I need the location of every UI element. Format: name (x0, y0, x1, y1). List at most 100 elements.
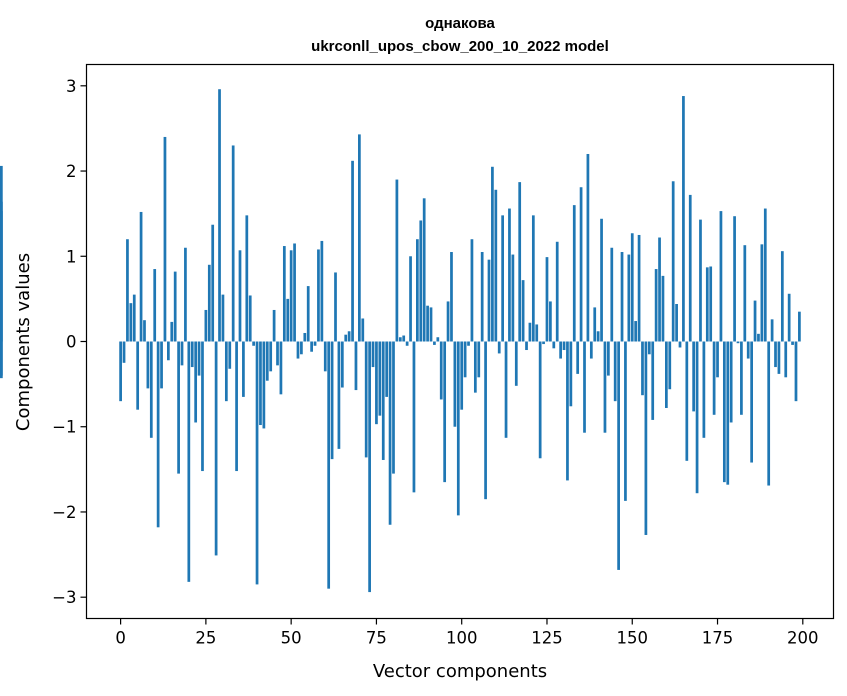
bar (242, 341, 245, 397)
bar (221, 294, 225, 342)
bar (313, 341, 317, 346)
bar (310, 341, 313, 352)
bar (624, 341, 627, 501)
bar (774, 341, 777, 368)
bar (317, 249, 320, 342)
bar (583, 341, 586, 433)
bar (269, 341, 273, 372)
bar (375, 341, 378, 425)
y-tick-label: 3 (66, 77, 77, 96)
bar (791, 341, 794, 345)
bar (371, 341, 375, 368)
bar (385, 341, 389, 397)
bar (538, 341, 542, 459)
bar (798, 311, 801, 342)
bar (272, 309, 276, 342)
bar (654, 269, 658, 342)
bar (552, 341, 556, 349)
bar (173, 271, 177, 342)
bar (603, 341, 607, 433)
bar (750, 341, 753, 463)
bar (0, 201, 3, 342)
bar (439, 341, 443, 400)
bar (129, 303, 133, 342)
bar (586, 153, 590, 342)
bar (426, 305, 429, 342)
bar (555, 241, 559, 342)
bar (692, 341, 696, 412)
bars-group (0, 89, 801, 593)
bar (593, 307, 597, 342)
bar (450, 252, 453, 342)
y-axis-label: Components values (13, 253, 34, 431)
bar (433, 341, 436, 345)
bar (0, 341, 3, 379)
bar (334, 272, 337, 342)
bar (248, 295, 252, 342)
bar (610, 247, 614, 342)
bar (559, 341, 562, 359)
bar (726, 341, 730, 485)
bar (562, 341, 566, 351)
x-axis-ticks: 0 25 50 75 100 125 150 175 200 (115, 618, 819, 648)
bar (167, 341, 170, 361)
bar (122, 341, 126, 363)
bar (484, 341, 487, 500)
bar (395, 179, 399, 342)
bar (364, 341, 368, 458)
bar (398, 337, 402, 342)
bar (460, 341, 464, 410)
bar (354, 341, 358, 391)
bar (678, 341, 682, 348)
bar (207, 264, 211, 342)
bar (494, 189, 498, 342)
bar (780, 251, 784, 342)
bar (589, 341, 593, 359)
bar (201, 341, 204, 472)
bar (286, 298, 290, 342)
bar (508, 208, 511, 342)
chart-title: однакова (425, 15, 495, 32)
bar (651, 341, 655, 420)
bar (402, 335, 406, 342)
bar (388, 341, 392, 525)
bar (160, 341, 163, 389)
bar (760, 244, 764, 342)
bar (412, 341, 416, 493)
bar (153, 269, 157, 342)
bar (204, 309, 208, 342)
bar (184, 247, 187, 342)
bar (340, 341, 344, 388)
bar (419, 220, 423, 342)
bar (702, 341, 706, 438)
bar (163, 136, 167, 342)
bar (634, 321, 638, 342)
bar (170, 321, 174, 342)
bar (504, 341, 508, 438)
bar (743, 245, 747, 342)
x-tick-label: 0 (115, 629, 126, 648)
bar (491, 166, 494, 342)
bar (347, 331, 351, 342)
bar (463, 341, 467, 378)
bar (282, 246, 286, 342)
bar (712, 341, 716, 415)
bar (405, 341, 409, 346)
bar (740, 341, 743, 415)
bar (757, 333, 760, 342)
y-tick-label: 1 (66, 247, 77, 266)
bar (596, 331, 600, 342)
bar (699, 219, 702, 342)
bar (794, 341, 798, 402)
bar (514, 341, 518, 386)
bar (668, 341, 672, 390)
bar (709, 266, 713, 342)
bar (685, 341, 689, 461)
bar (289, 250, 293, 342)
bar (511, 254, 515, 342)
bar (453, 341, 457, 427)
bar (228, 341, 232, 369)
bar (436, 337, 440, 342)
bar (446, 301, 450, 342)
